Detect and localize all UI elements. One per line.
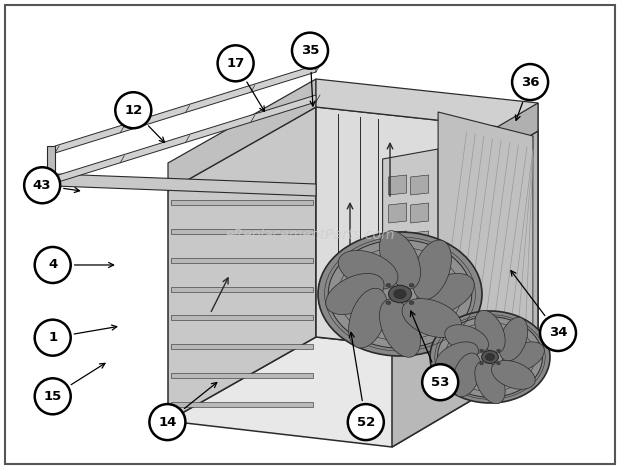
Circle shape: [540, 315, 576, 351]
Text: 52: 52: [356, 416, 375, 429]
Ellipse shape: [328, 240, 472, 348]
Circle shape: [348, 404, 384, 440]
Ellipse shape: [394, 289, 406, 299]
Text: 35: 35: [301, 44, 319, 57]
Polygon shape: [168, 79, 316, 191]
Polygon shape: [316, 107, 538, 361]
Ellipse shape: [409, 283, 414, 287]
Polygon shape: [171, 373, 313, 378]
Ellipse shape: [492, 361, 535, 389]
Polygon shape: [383, 149, 438, 259]
Ellipse shape: [497, 349, 500, 352]
Polygon shape: [55, 174, 316, 196]
Circle shape: [292, 33, 328, 68]
Ellipse shape: [436, 342, 479, 372]
Ellipse shape: [475, 310, 505, 353]
Text: eReplacementParts.com: eReplacementParts.com: [225, 227, 395, 242]
Ellipse shape: [416, 273, 474, 315]
Ellipse shape: [497, 362, 500, 365]
Polygon shape: [438, 112, 533, 356]
Ellipse shape: [409, 301, 414, 305]
Circle shape: [24, 167, 60, 203]
Text: 1: 1: [48, 331, 57, 344]
Polygon shape: [171, 344, 313, 349]
Ellipse shape: [480, 349, 484, 352]
Text: 4: 4: [48, 258, 57, 272]
Ellipse shape: [339, 250, 398, 289]
Ellipse shape: [379, 231, 420, 289]
Ellipse shape: [386, 301, 391, 305]
Polygon shape: [410, 231, 428, 251]
Ellipse shape: [386, 283, 391, 287]
Ellipse shape: [438, 317, 542, 397]
Polygon shape: [389, 231, 407, 251]
Circle shape: [35, 320, 71, 356]
Polygon shape: [47, 146, 55, 186]
Ellipse shape: [318, 232, 482, 356]
Polygon shape: [389, 203, 407, 223]
Polygon shape: [410, 175, 428, 195]
Polygon shape: [316, 79, 538, 131]
Text: 12: 12: [124, 104, 143, 117]
Text: 34: 34: [549, 326, 567, 340]
Polygon shape: [171, 200, 313, 205]
Ellipse shape: [480, 362, 484, 365]
Ellipse shape: [485, 354, 495, 361]
Text: 53: 53: [431, 376, 450, 389]
Ellipse shape: [475, 361, 505, 404]
Ellipse shape: [379, 299, 420, 357]
Circle shape: [35, 247, 71, 283]
Polygon shape: [171, 258, 313, 263]
Polygon shape: [168, 107, 316, 421]
Ellipse shape: [402, 299, 462, 338]
Circle shape: [149, 404, 185, 440]
Polygon shape: [392, 103, 538, 217]
Text: 14: 14: [158, 416, 177, 429]
Polygon shape: [389, 175, 407, 195]
Ellipse shape: [389, 285, 412, 303]
Circle shape: [422, 364, 458, 400]
Polygon shape: [410, 203, 428, 223]
Ellipse shape: [326, 273, 384, 315]
Polygon shape: [168, 337, 538, 447]
Polygon shape: [392, 131, 538, 447]
Text: 36: 36: [521, 76, 539, 89]
Ellipse shape: [445, 325, 489, 354]
Ellipse shape: [412, 240, 451, 300]
Polygon shape: [171, 401, 313, 407]
Polygon shape: [171, 229, 313, 234]
Ellipse shape: [499, 317, 528, 361]
Circle shape: [115, 92, 151, 128]
Polygon shape: [171, 287, 313, 292]
Ellipse shape: [482, 350, 498, 363]
Text: 43: 43: [33, 179, 51, 192]
Circle shape: [35, 378, 71, 414]
Polygon shape: [55, 65, 316, 153]
Ellipse shape: [348, 288, 388, 348]
Ellipse shape: [452, 353, 481, 397]
Polygon shape: [171, 315, 313, 320]
Circle shape: [512, 64, 548, 100]
Ellipse shape: [430, 311, 550, 403]
Text: 15: 15: [43, 390, 62, 403]
Text: 17: 17: [226, 57, 245, 70]
Ellipse shape: [502, 342, 544, 372]
Polygon shape: [55, 95, 316, 183]
Circle shape: [218, 45, 254, 81]
